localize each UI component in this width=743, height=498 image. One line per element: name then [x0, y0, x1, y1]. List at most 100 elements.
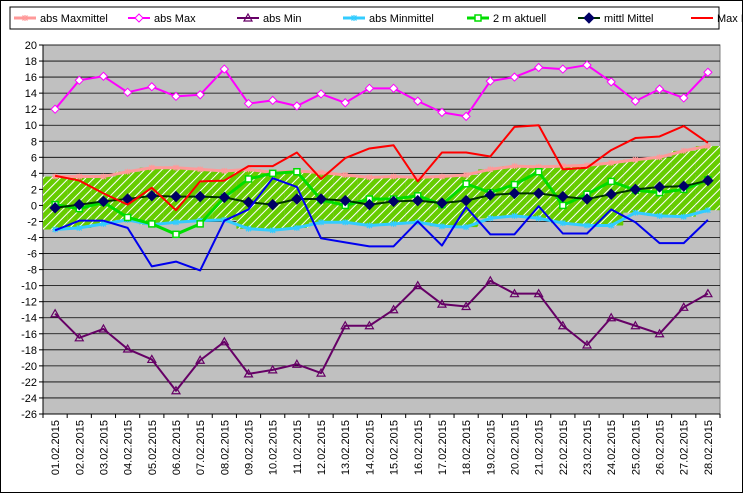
data-point — [704, 207, 711, 214]
data-point — [413, 96, 423, 106]
y-tick-label: 6 — [31, 152, 37, 164]
data-point — [508, 187, 521, 200]
data-point — [340, 98, 350, 108]
data-point — [437, 107, 447, 118]
legend-item: abs Maxmittel — [14, 13, 108, 25]
y-tick-label: 20 — [25, 40, 37, 52]
data-point — [558, 64, 568, 74]
data-point — [510, 180, 519, 189]
series-line — [54, 64, 709, 118]
data-point — [218, 191, 231, 204]
data-point — [293, 167, 301, 176]
x-tick-label: 14.02.2015 — [364, 420, 376, 475]
x-tick-label: 05.02.2015 — [147, 420, 159, 475]
data-point — [124, 168, 131, 175]
series-abs-min — [50, 275, 713, 395]
data-point — [436, 197, 448, 209]
data-point — [632, 209, 639, 216]
x-tick-label: 01.02.2015 — [50, 420, 62, 475]
legend-label: abs Minmittel — [369, 13, 434, 25]
data-point — [98, 71, 109, 81]
data-point — [680, 213, 687, 220]
data-point — [654, 328, 665, 338]
data-point — [267, 95, 278, 106]
data-point — [316, 367, 327, 377]
legend-item: 2 m aktuell — [467, 13, 546, 25]
data-point — [487, 215, 494, 222]
data-point — [97, 195, 110, 208]
data-point — [195, 355, 206, 364]
data-point — [269, 227, 276, 234]
data-point — [98, 323, 109, 333]
data-point — [582, 60, 592, 70]
data-point — [245, 225, 252, 232]
y-tick-label: 18 — [25, 56, 37, 68]
legend-marker — [134, 13, 144, 23]
data-point — [172, 219, 179, 226]
data-point — [171, 91, 181, 102]
data-point — [245, 166, 252, 173]
legend-label: abs Max — [154, 13, 196, 25]
data-point — [653, 181, 666, 193]
data-point — [534, 167, 543, 176]
data-point — [487, 166, 494, 173]
data-point — [50, 104, 60, 114]
data-point — [146, 354, 157, 364]
legend-label: Max K — [717, 13, 743, 25]
legend-label: abs Min — [263, 13, 302, 25]
data-point — [559, 220, 566, 227]
legend-item: mittl Mittel — [578, 12, 654, 25]
data-point — [146, 190, 158, 202]
data-point — [170, 385, 182, 395]
data-point — [315, 193, 327, 205]
data-point — [702, 174, 714, 187]
x-tick-label: 09.02.2015 — [244, 420, 256, 475]
y-tick-label: -6 — [27, 249, 37, 261]
data-point — [366, 222, 373, 229]
legend-item: abs Min — [237, 12, 302, 25]
data-point — [704, 143, 711, 150]
data-point — [535, 215, 542, 222]
y-tick-label: 4 — [31, 168, 37, 180]
data-point — [244, 175, 253, 183]
data-point — [49, 202, 61, 214]
data-point — [608, 159, 615, 166]
legend-label: abs Maxmittel — [40, 13, 108, 25]
y-tick-label: 12 — [25, 104, 37, 116]
data-point — [703, 67, 713, 77]
data-point — [342, 171, 349, 178]
data-point — [73, 198, 85, 211]
data-point — [318, 169, 325, 176]
data-point — [606, 77, 616, 87]
series-line — [54, 177, 709, 272]
data-point — [172, 164, 179, 171]
data-point — [76, 224, 83, 231]
y-tick-label: 2 — [31, 184, 37, 196]
data-point — [366, 174, 373, 181]
data-point — [197, 166, 204, 173]
data-point — [292, 101, 302, 111]
data-point — [388, 304, 399, 314]
data-point — [387, 195, 400, 208]
y-tick-label: 8 — [31, 136, 37, 148]
series-line — [54, 279, 709, 392]
data-point — [581, 193, 593, 205]
data-point — [581, 339, 593, 349]
data-point — [535, 163, 542, 170]
data-point — [123, 213, 132, 222]
legend-marker — [474, 14, 482, 22]
legend-label: 2 m aktuell — [493, 13, 546, 25]
y-tick-label: -14 — [21, 313, 37, 325]
data-point — [74, 75, 84, 86]
data-point — [340, 320, 351, 330]
data-point — [267, 364, 278, 374]
series-line — [55, 144, 709, 179]
data-point — [656, 154, 663, 161]
data-point — [170, 190, 182, 203]
x-tick-label: 11.02.2015 — [292, 420, 304, 474]
data-point — [461, 111, 471, 122]
x-tick-label: 18.02.2015 — [461, 420, 473, 475]
x-tick-label: 03.02.2015 — [98, 420, 110, 475]
x-tick-label: 04.02.2015 — [123, 420, 135, 475]
